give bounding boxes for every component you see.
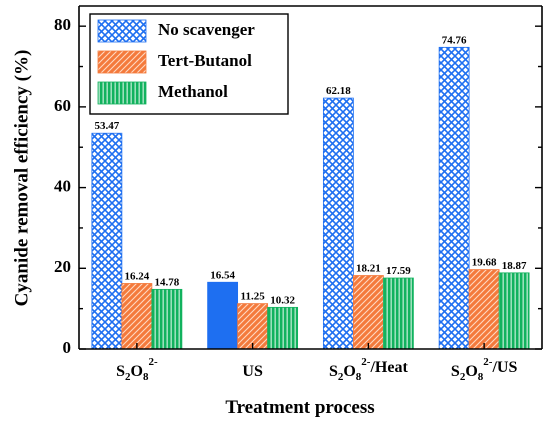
legend-label-no-scavenger: No scavenger bbox=[158, 20, 255, 39]
x-axis-title: Treatment process bbox=[225, 397, 374, 418]
bars-layer bbox=[91, 46, 530, 350]
bar-methanol-s2o8-us bbox=[498, 272, 530, 350]
y-tick-label: 80 bbox=[54, 15, 71, 34]
bar-tert-butanol-s2o8-heat bbox=[352, 275, 384, 350]
y-tick-label: 40 bbox=[54, 176, 71, 195]
x-tick-label-s2o8: S2O82- bbox=[116, 356, 158, 383]
y-tick-label: 60 bbox=[54, 96, 71, 115]
x-tick-label-s2o8-heat: S2O82-/Heat bbox=[329, 356, 409, 383]
y-ticks: 0 20 40 60 80 bbox=[54, 15, 542, 357]
data-label: 11.25 bbox=[241, 291, 266, 303]
data-label: 53.47 bbox=[95, 120, 120, 132]
data-label: 14.78 bbox=[155, 276, 180, 288]
x-ticks: S2O82- US S2O82-/Heat S2O82-/US bbox=[116, 343, 517, 383]
data-label: 18.21 bbox=[356, 263, 381, 275]
bar-tert-butanol-s2o8 bbox=[121, 283, 153, 350]
data-label: 62.18 bbox=[326, 85, 351, 97]
bar-methanol-s2o8 bbox=[151, 288, 183, 350]
data-label: 10.32 bbox=[270, 294, 295, 306]
data-label: 74.76 bbox=[442, 34, 467, 46]
y-tick-label: 20 bbox=[54, 257, 71, 276]
legend: No scavenger Tert-Butanol Methanol bbox=[89, 13, 289, 115]
bar-methanol-us bbox=[267, 306, 299, 350]
bar-no-scavenger-us bbox=[207, 281, 239, 350]
data-label: 16.24 bbox=[125, 270, 150, 282]
legend-label-tert-butanol: Tert-Butanol bbox=[158, 51, 252, 70]
bar-no-scavenger-s2o8 bbox=[91, 132, 123, 350]
x-tick-label-s2o8-us: S2O82-/US bbox=[451, 356, 518, 383]
bar-labels-layer: 53.47 16.24 14.78 16.54 11.25 10.32 62.18 18.21… bbox=[95, 34, 528, 306]
data-label: 16.54 bbox=[210, 269, 235, 281]
x-tick-label-us: US bbox=[242, 363, 263, 380]
bar-tert-butanol-us bbox=[237, 303, 269, 350]
bar-no-scavenger-s2o8-heat bbox=[322, 97, 354, 350]
bar-tert-butanol-s2o8-us bbox=[468, 269, 500, 350]
y-axis-title: Cyanide removal efficiency (%) bbox=[11, 50, 32, 307]
legend-label-methanol: Methanol bbox=[158, 82, 228, 101]
bar-methanol-s2o8-heat bbox=[382, 277, 414, 350]
legend-swatch-no-scavenger bbox=[97, 19, 147, 43]
legend-swatch-methanol bbox=[97, 81, 147, 105]
data-label: 17.59 bbox=[386, 265, 411, 277]
y-tick-label: 0 bbox=[63, 338, 72, 357]
data-label: 18.87 bbox=[502, 260, 527, 272]
legend-swatch-tert-butanol bbox=[97, 50, 147, 74]
data-label: 19.68 bbox=[472, 257, 497, 269]
bar-no-scavenger-s2o8-us bbox=[438, 46, 470, 350]
